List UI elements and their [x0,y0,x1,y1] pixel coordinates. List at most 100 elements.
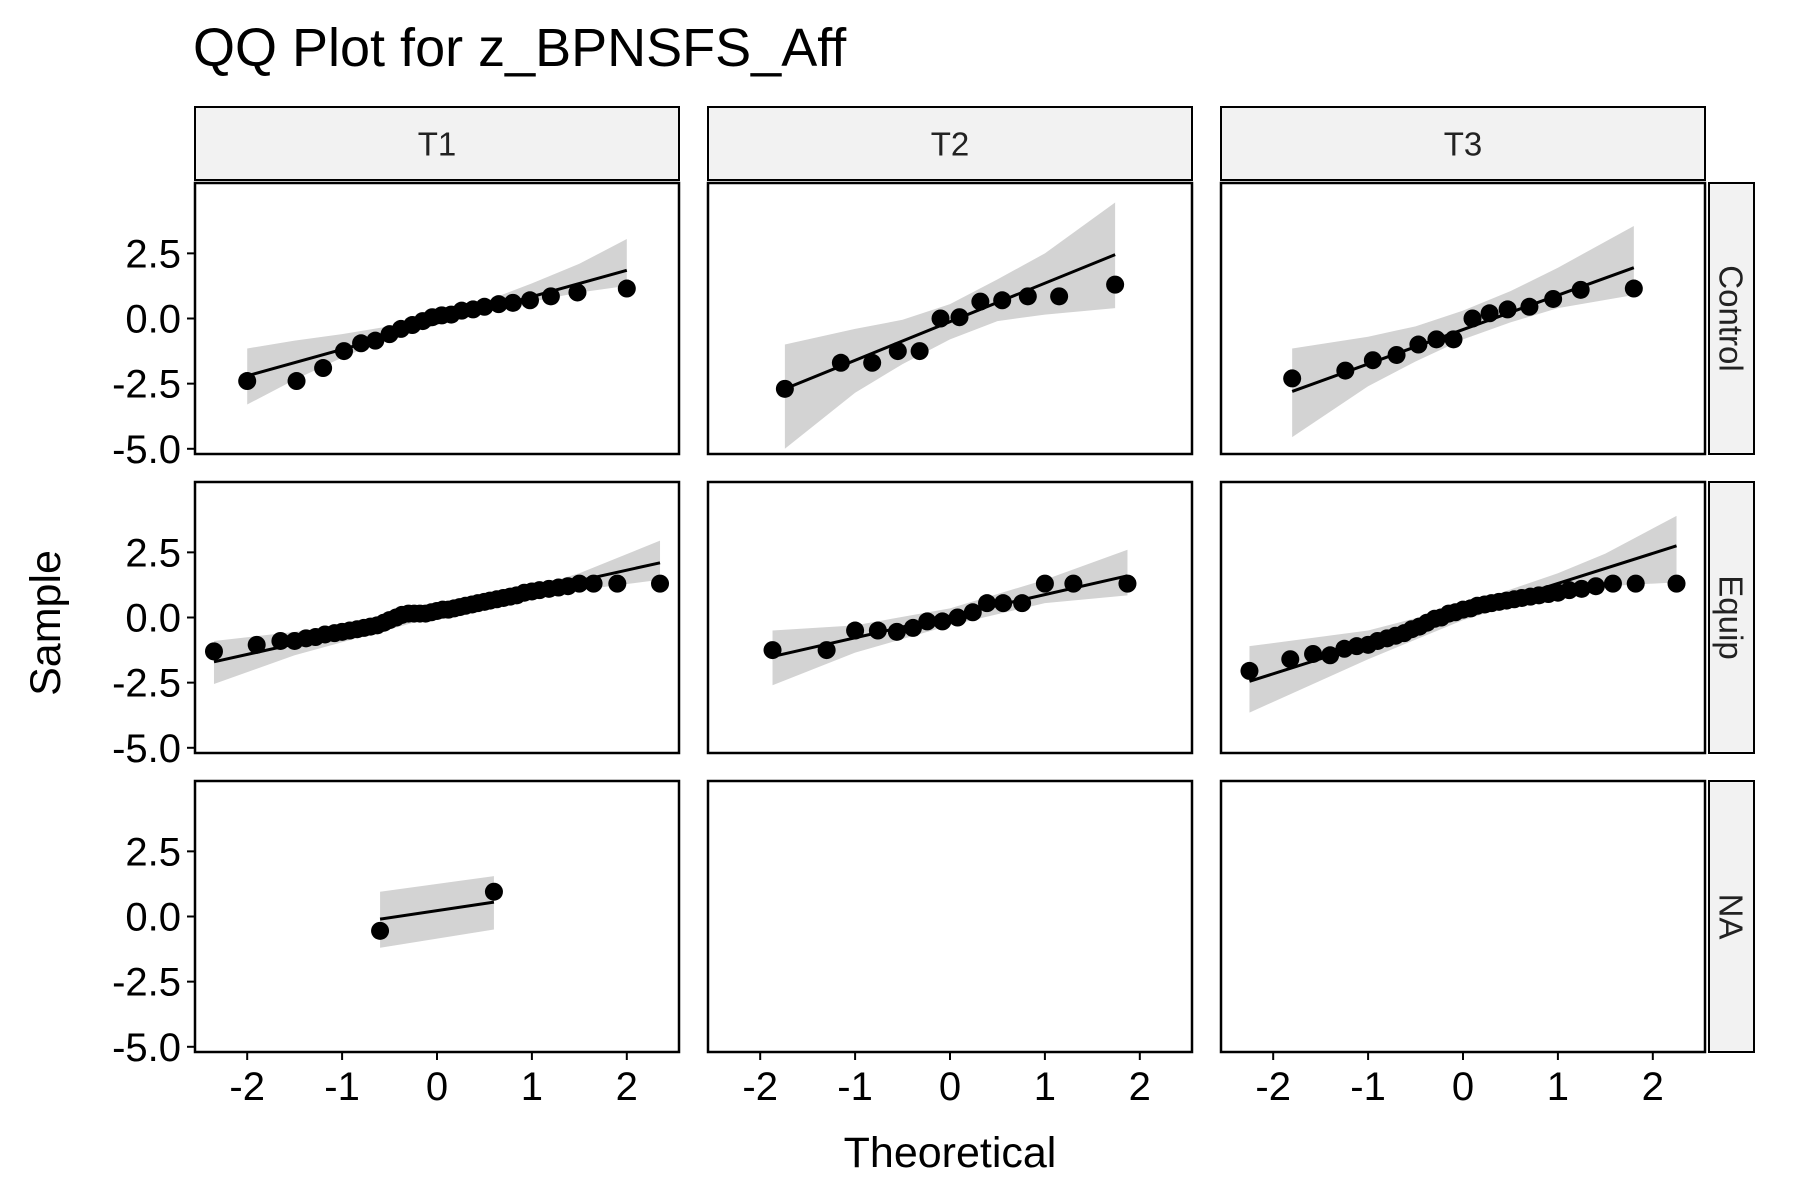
data-point [521,291,540,310]
data-point [1281,650,1300,669]
data-point [314,359,333,378]
data-point [903,618,922,637]
panel-border [1219,779,1707,1054]
data-point [887,622,906,641]
data-point [1586,577,1605,596]
x-tick-label: 2 [1129,1065,1151,1109]
facet-strip-na [1708,780,1755,1053]
data-point [963,603,982,622]
data-point [1463,309,1482,328]
facet-panels: T1 T2 T3 Control Equip NA 2.5 0.0 -2.5 -5.0 2.5 0.0… [112,106,1755,1109]
x-tick-label: 0 [939,1065,961,1109]
data-point [1387,345,1406,364]
data-point [1626,574,1645,593]
x-axis-title: Theoretical [844,1129,1057,1177]
x-tick-label: 2 [1642,1065,1664,1109]
data-point [475,297,494,316]
facet-panel-t2-na [706,779,1194,1054]
data-point [1013,594,1032,613]
data-point [863,353,882,372]
data-point [1035,574,1054,593]
facet-strip-t2 [707,106,1193,181]
x-tick-label: -1 [324,1065,360,1109]
x-tick-label: 0 [1452,1065,1474,1109]
panel-border [193,480,681,755]
y-tick-label: 0.0 [125,597,181,641]
facet-strip-label: T1 [418,126,457,163]
data-point [371,921,390,940]
y-tick-label: -2.5 [112,961,181,1005]
panel-border [706,779,1194,1054]
y-tick-label: -5.0 [112,1026,181,1070]
facet-strip-t3 [1220,106,1706,181]
data-point [287,372,306,391]
confidence-band [784,202,1116,449]
facet-panel-t3-na [1219,779,1707,1054]
x-tick-label: 1 [1034,1065,1056,1109]
facet-panel-t3-control [1219,181,1707,456]
data-point [489,295,508,314]
data-point [1050,287,1069,306]
facet-panel-t3-equip [1219,480,1707,755]
data-point [933,612,952,631]
x-tick-label: 1 [1547,1065,1569,1109]
data-point [950,308,969,327]
data-point [1064,574,1083,593]
data-point [334,342,353,361]
data-point [1444,330,1463,349]
data-point [1018,287,1037,306]
data-point [931,309,950,328]
data-point [1283,369,1302,388]
y-tick-label: -5.0 [112,428,181,472]
panel-border [706,480,1194,755]
data-point [1409,335,1428,354]
data-point [1480,304,1499,323]
data-point [1572,579,1591,598]
x-tick-label: -2 [229,1065,265,1109]
chart-title: QQ Plot for z_BPNSFS_Aff [193,18,847,78]
facet-panel-t1-na [193,779,681,1054]
data-point [1624,279,1643,298]
data-point [1363,351,1382,370]
data-point [831,353,850,372]
panel-border [193,779,681,1054]
panel-border [706,181,1194,456]
data-point [352,334,371,353]
panel-border [1219,181,1707,456]
data-point [1321,646,1340,665]
data-point [1520,297,1539,316]
facet-strip-label: T3 [1444,126,1483,163]
facet-panel-t1-equip [193,480,681,755]
data-point [503,293,522,312]
x-tick-label: 1 [521,1065,543,1109]
x-tick-label: 0 [426,1065,448,1109]
data-point [1240,661,1259,680]
y-tick-label: 2.5 [125,232,181,276]
y-tick-label: 2.5 [125,830,181,874]
data-point [617,279,636,298]
facet-panel-t2-equip [706,480,1194,755]
data-point [271,631,290,650]
facet-strip-t1 [194,106,680,181]
data-point [541,287,560,306]
data-point [1667,574,1686,593]
data-point [993,291,1012,310]
facet-panel-t2-control [706,181,1194,456]
data-point [247,635,266,654]
facet-strip-label: Equip [1713,575,1750,659]
reference-line [379,900,495,921]
x-tick-label: -2 [742,1065,778,1109]
x-tick-label: -2 [1255,1065,1291,1109]
data-point [1603,574,1622,593]
data-point [994,594,1013,613]
data-point [651,574,670,593]
panel-border [1219,480,1707,755]
data-point [570,574,589,593]
data-point [1544,289,1563,308]
data-point [888,342,907,361]
facet-strip-label: NA [1713,894,1750,940]
x-tick-label: -1 [1350,1065,1386,1109]
data-point [775,379,794,398]
data-point [238,372,257,391]
